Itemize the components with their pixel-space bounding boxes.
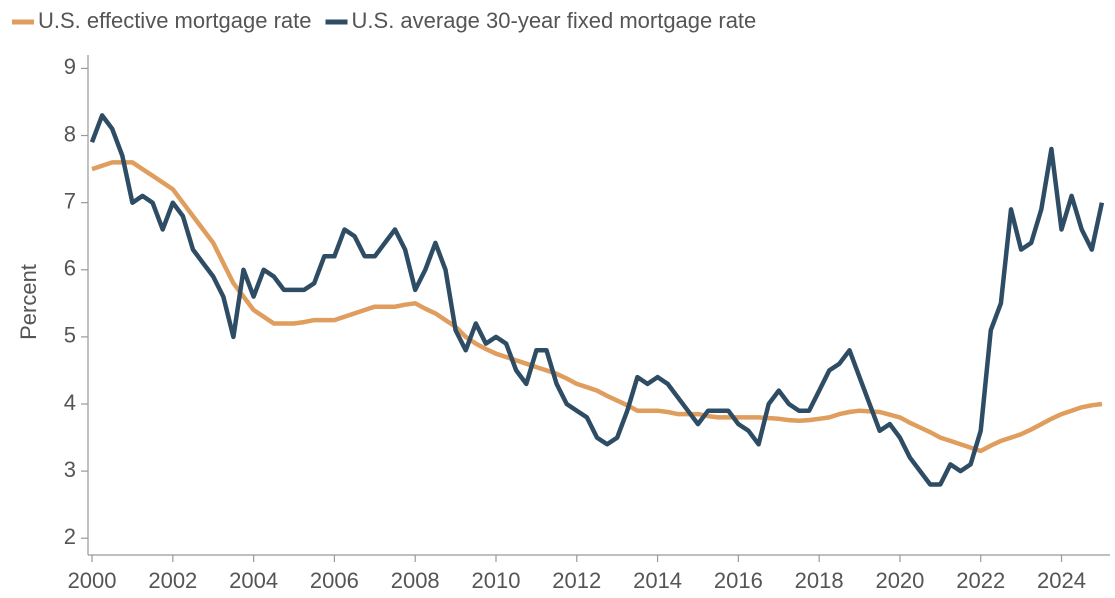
x-tick-label: 2010 — [472, 568, 521, 593]
x-tick-label: 2004 — [229, 568, 278, 593]
x-tick-label: 2008 — [391, 568, 440, 593]
y-tick-label: 7 — [64, 188, 76, 213]
y-tick-label: 6 — [64, 256, 76, 281]
series-line — [91, 160, 1103, 454]
series-line — [89, 113, 1105, 487]
y-tick-label: 3 — [64, 457, 76, 482]
x-tick-label: 2024 — [1037, 568, 1086, 593]
y-tick-label: 8 — [64, 121, 76, 146]
y-tick-label: 9 — [64, 54, 76, 79]
x-tick-label: 2006 — [310, 568, 359, 593]
x-tick-label: 2016 — [714, 568, 763, 593]
y-axis-label: Percent — [16, 264, 41, 340]
y-tick-label: 5 — [64, 323, 76, 348]
legend-label: U.S. effective mortgage rate — [38, 8, 312, 33]
x-tick-label: 2022 — [956, 568, 1005, 593]
y-tick-label: 4 — [64, 390, 76, 415]
x-tick-label: 2014 — [633, 568, 682, 593]
x-tick-label: 2018 — [795, 568, 844, 593]
x-tick-label: 2002 — [148, 568, 197, 593]
y-tick-label: 2 — [64, 524, 76, 549]
x-tick-label: 2012 — [552, 568, 601, 593]
x-tick-label: 2020 — [875, 568, 924, 593]
legend-label: U.S. average 30-year fixed mortgage rate — [352, 8, 757, 33]
x-tick-label: 2000 — [68, 568, 117, 593]
